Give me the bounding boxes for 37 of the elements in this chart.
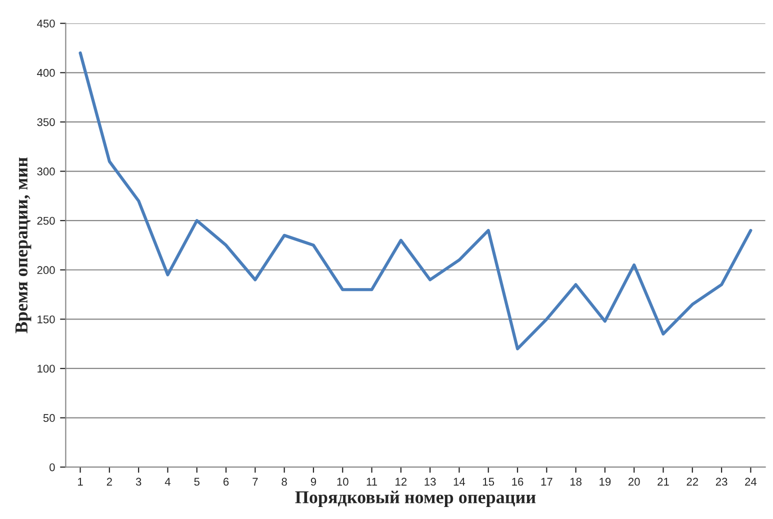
y-tick-label: 0 (50, 463, 55, 472)
x-tick-label: 21 (658, 478, 669, 486)
x-tick-label: 3 (136, 478, 142, 486)
x-tick-label: 14 (454, 478, 466, 486)
x-tick-label: 8 (282, 478, 287, 486)
x-tick-label: 20 (628, 478, 640, 486)
y-tick-label: 150 (38, 315, 55, 324)
y-tick-label: 50 (43, 414, 55, 422)
x-tick-label: 6 (223, 478, 229, 486)
x-tick-label: 7 (252, 478, 258, 486)
y-tick-label: 350 (37, 118, 55, 126)
x-tick-label: 1 (78, 478, 83, 486)
x-tick-label: 15 (483, 478, 494, 486)
x-tick-label: 4 (164, 478, 170, 486)
x-tick-label: 9 (310, 478, 316, 486)
y-tick-label: 450 (37, 20, 55, 28)
x-tick-label: 24 (745, 478, 757, 486)
x-tick-label: 11 (366, 478, 377, 486)
x-tick-label: 22 (686, 478, 698, 486)
x-tick-label: 19 (600, 478, 611, 486)
x-tick-label: 16 (512, 478, 524, 486)
x-tick-label: 13 (424, 478, 436, 486)
line-series (78, 51, 752, 350)
y-axis-title: Время операции, мин (16, 157, 32, 334)
y-tick-label: 200 (37, 266, 55, 274)
x-tick-label: 2 (106, 478, 112, 486)
x-tick-label: 10 (337, 478, 348, 486)
y-tick-label: 400 (37, 68, 55, 77)
y-tick-label: 100 (38, 364, 55, 373)
x-tick-label: 23 (716, 478, 728, 486)
x-tick-label: 5 (194, 478, 200, 486)
y-tick-label: 250 (37, 216, 55, 225)
x-tick-label: 18 (570, 478, 582, 486)
x-tick-label: 17 (541, 478, 552, 486)
y-tick-label: 300 (37, 168, 55, 176)
x-axis-title: Порядковый номер операции (295, 490, 536, 508)
x-tick-label: 12 (396, 478, 407, 486)
